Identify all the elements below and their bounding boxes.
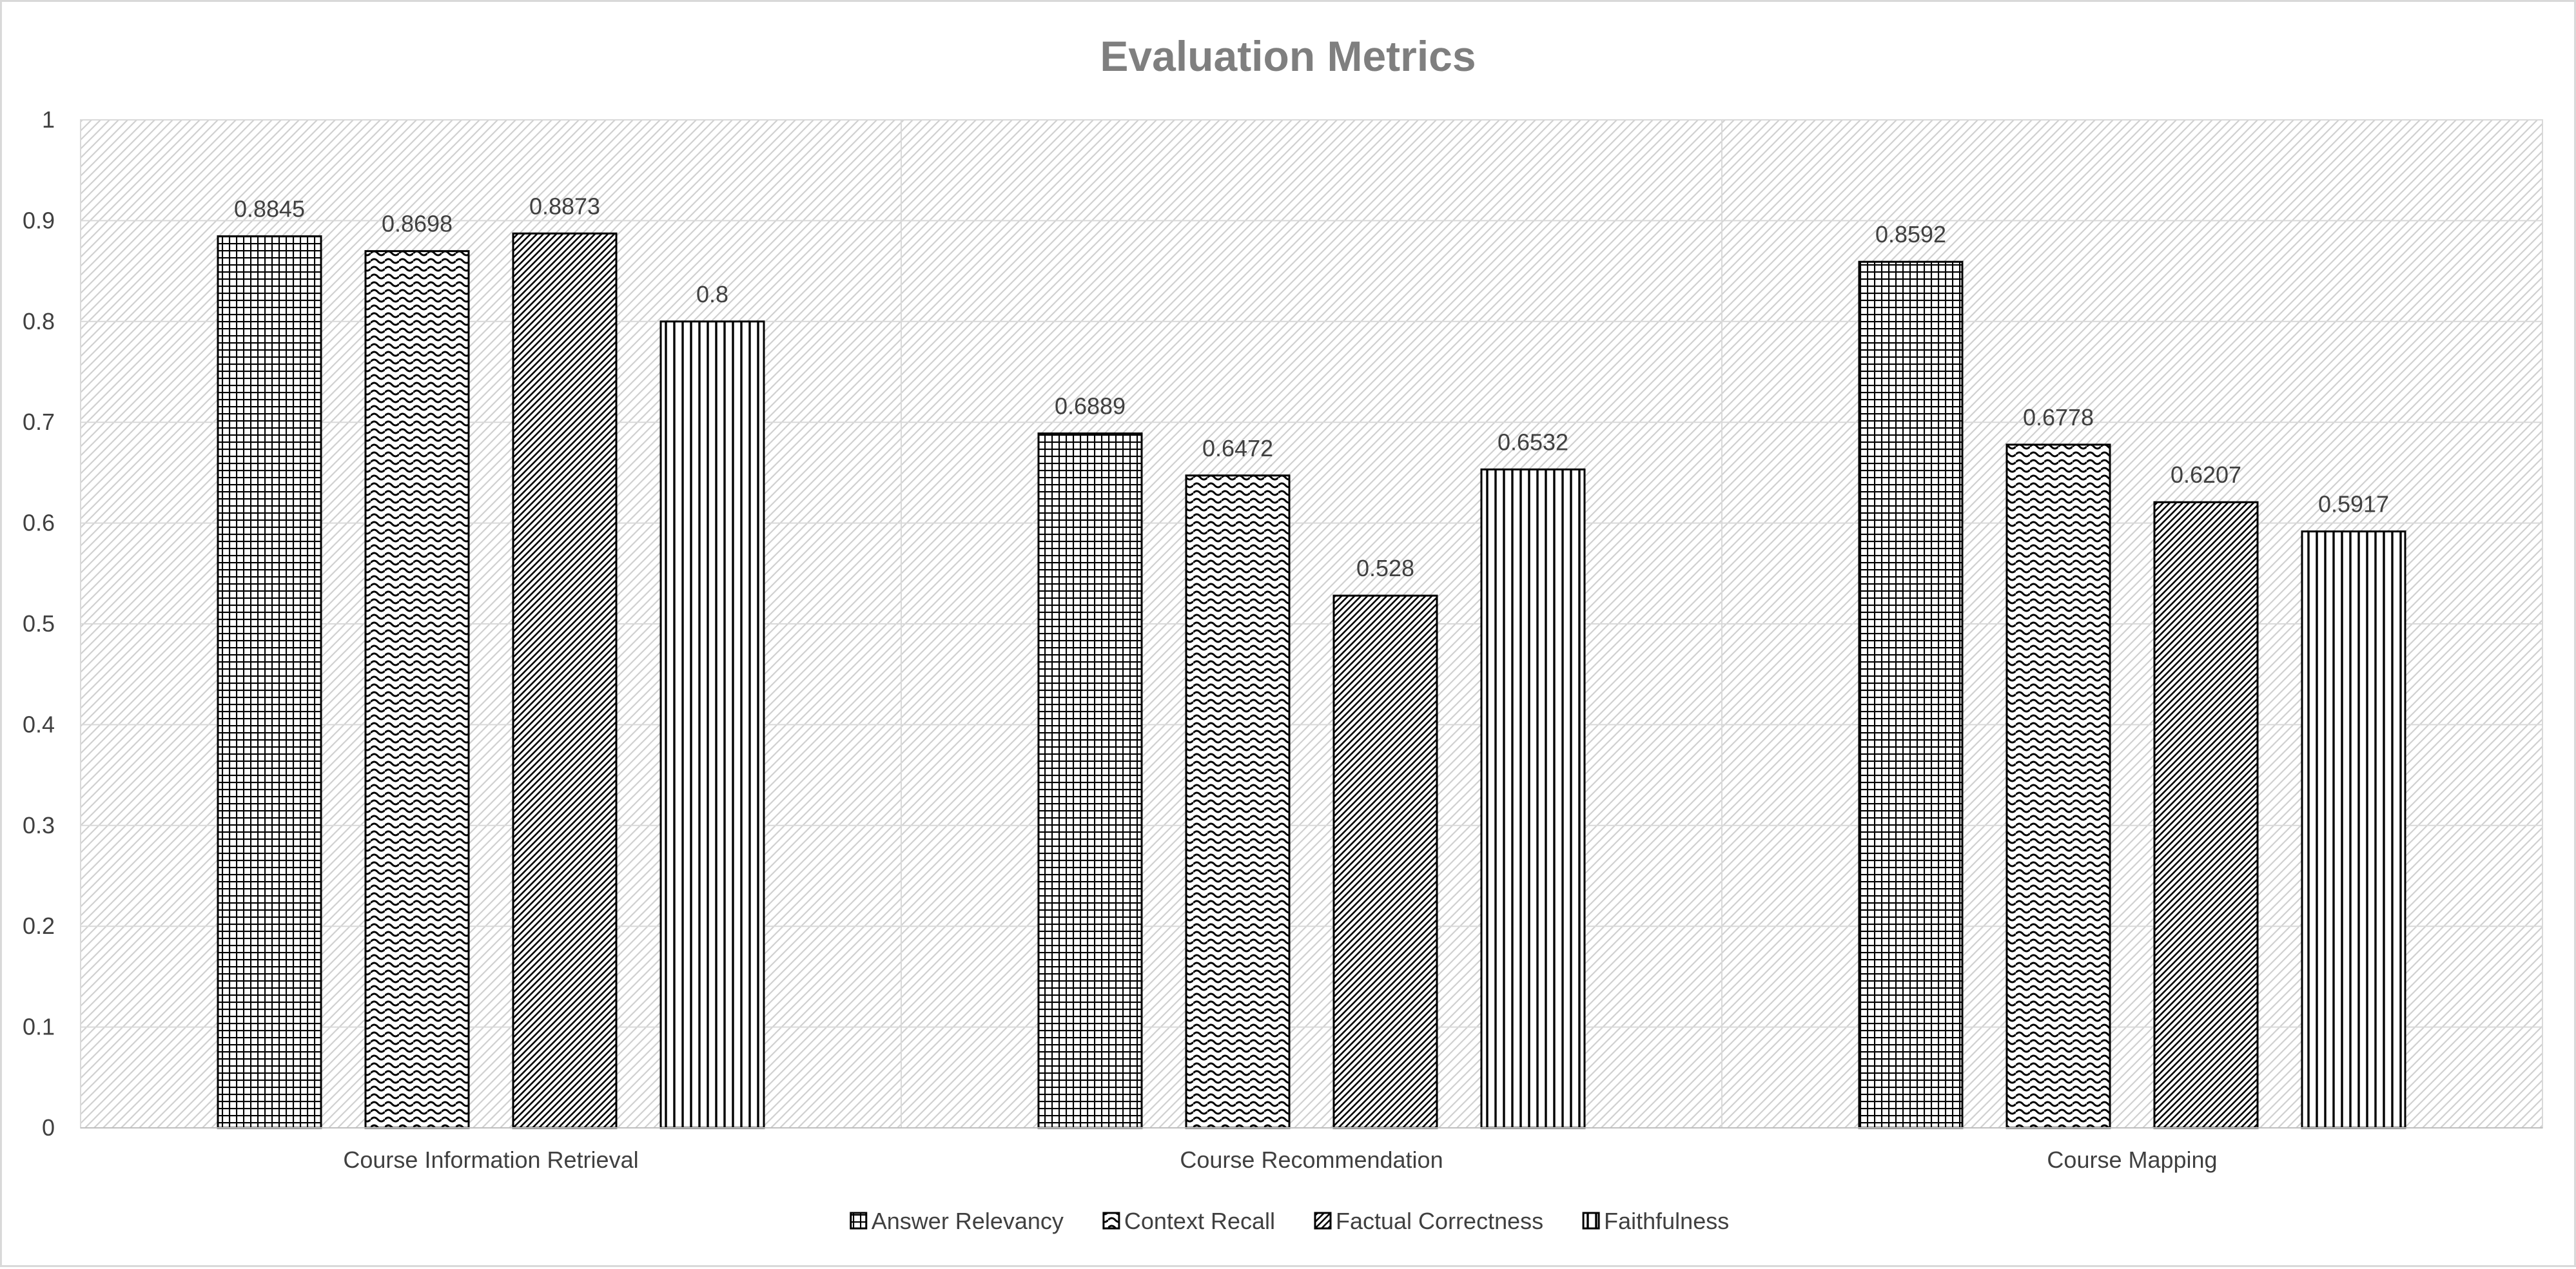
chart-title: Evaluation Metrics bbox=[1100, 32, 1476, 80]
bar-answer-relevancy bbox=[1858, 260, 1964, 1129]
legend-label: Answer Relevancy bbox=[872, 1208, 1064, 1234]
data-labels: 0.8845 0.6889 0.8592 0.8698 0.6472 0.6778 0.88… bbox=[234, 193, 2389, 581]
bars bbox=[217, 232, 2406, 1129]
bar-context-recall bbox=[1185, 474, 1291, 1129]
x-axis: Course Information Retrieval Course Recom… bbox=[81, 1127, 2542, 1173]
y-tick-label: 0.8 bbox=[23, 308, 55, 334]
legend-label: Faithfulness bbox=[1604, 1208, 1729, 1234]
y-tick-label: 1 bbox=[42, 106, 55, 133]
legend-swatch bbox=[1102, 1212, 1120, 1230]
legend-swatch bbox=[850, 1212, 868, 1230]
data-label: 0.8592 bbox=[1875, 221, 1946, 247]
data-label: 0.6778 bbox=[2023, 404, 2094, 431]
category-label: Course Recommendation bbox=[1180, 1147, 1443, 1173]
y-tick-label: 0.4 bbox=[23, 711, 55, 737]
y-tick-label: 0.9 bbox=[23, 207, 55, 233]
legend: Answer Relevancy Context Recall Factual Co… bbox=[850, 1208, 1729, 1234]
bar-answer-relevancy bbox=[1037, 432, 1143, 1129]
bar-answer-relevancy bbox=[217, 235, 322, 1129]
bar-faithfulness bbox=[659, 320, 765, 1129]
y-axis: 0 0.1 0.2 0.3 0.4 0.5 0.6 0.7 0.8 0.9 1 bbox=[23, 106, 55, 1141]
data-label: 0.6472 bbox=[1202, 435, 1273, 461]
bar-faithfulness bbox=[2301, 530, 2406, 1129]
bar-factual-correctness bbox=[2153, 501, 2259, 1129]
legend-item-answer-relevancy: Answer Relevancy bbox=[850, 1208, 1064, 1234]
legend-label: Factual Correctness bbox=[1336, 1208, 1543, 1234]
data-label: 0.5917 bbox=[2318, 491, 2389, 518]
y-tick-label: 0.7 bbox=[23, 409, 55, 435]
y-tick-label: 0.3 bbox=[23, 812, 55, 838]
legend-item-context-recall: Context Recall bbox=[1102, 1208, 1275, 1234]
legend-item-factual-correctness: Factual Correctness bbox=[1314, 1208, 1543, 1234]
legend-item-faithfulness: Faithfulness bbox=[1582, 1208, 1729, 1234]
bar-faithfulness bbox=[1480, 468, 1586, 1129]
legend-label: Context Recall bbox=[1124, 1208, 1275, 1234]
data-label: 0.6889 bbox=[1055, 393, 1126, 420]
data-label: 0.6207 bbox=[2171, 461, 2241, 488]
category-label: Course Information Retrieval bbox=[343, 1147, 638, 1173]
bar-context-recall bbox=[364, 250, 470, 1129]
y-tick-label: 0 bbox=[42, 1114, 55, 1141]
data-label: 0.8845 bbox=[234, 196, 305, 222]
category-label: Course Mapping bbox=[2047, 1147, 2217, 1173]
data-label: 0.6532 bbox=[1498, 429, 1568, 455]
data-label: 0.8 bbox=[696, 281, 728, 307]
y-tick-label: 0.1 bbox=[23, 1014, 55, 1040]
y-tick-label: 0.2 bbox=[23, 913, 55, 939]
y-tick-label: 0.5 bbox=[23, 610, 55, 637]
y-tick-label: 0.6 bbox=[23, 510, 55, 536]
bar-context-recall bbox=[2005, 443, 2111, 1129]
data-label: 0.8698 bbox=[382, 211, 453, 237]
legend-swatch bbox=[1314, 1212, 1332, 1230]
legend-swatch bbox=[1582, 1212, 1600, 1230]
bar-factual-correctness bbox=[512, 232, 618, 1129]
bar-factual-correctness bbox=[1332, 594, 1438, 1129]
data-label: 0.528 bbox=[1356, 555, 1414, 581]
data-label: 0.8873 bbox=[529, 193, 600, 219]
